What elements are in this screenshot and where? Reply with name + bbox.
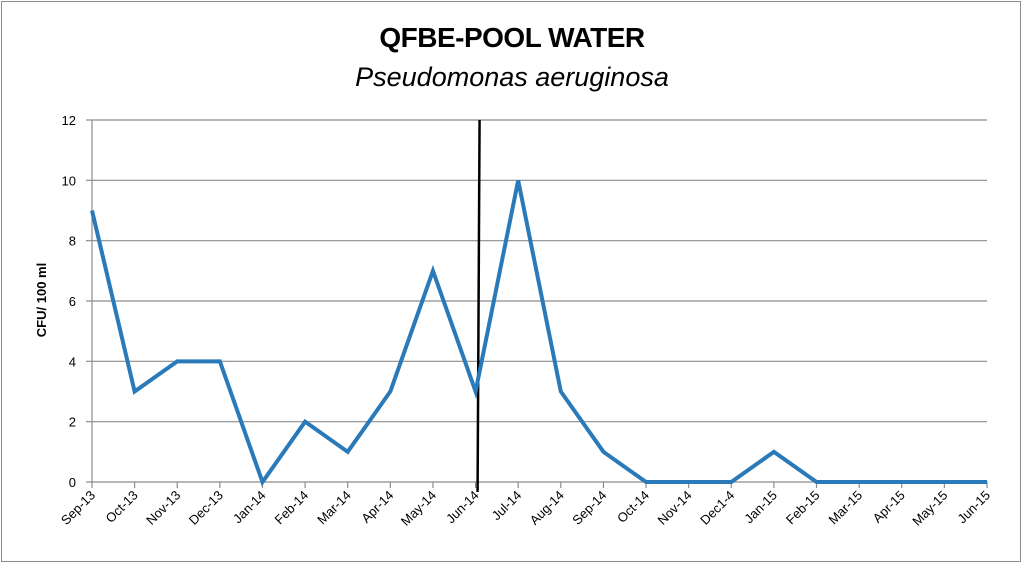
- data-point: [219, 360, 221, 362]
- data-point: [816, 481, 818, 483]
- y-tick-label: 8: [69, 234, 76, 249]
- data-point: [475, 391, 477, 392]
- y-tick-label: 12: [62, 113, 76, 128]
- data-point: [943, 481, 945, 483]
- x-tick-label: Mar-15: [826, 488, 866, 528]
- x-tick-label: Oct-14: [614, 488, 652, 526]
- x-tick-label: Sep-14: [569, 488, 609, 528]
- y-tick-label: 10: [62, 173, 76, 188]
- chart-subtitle: Pseudomonas aeruginosa: [355, 62, 669, 92]
- y-tick-label: 6: [69, 294, 76, 309]
- y-axis-label: CFU/ 100 ml: [34, 263, 49, 337]
- data-point: [304, 421, 306, 423]
- data-point: [347, 451, 349, 453]
- x-tick-label: Feb-15: [783, 488, 823, 528]
- data-point: [560, 391, 562, 392]
- x-tick-label: Jan-15: [741, 488, 780, 527]
- x-tick-label: Feb-14: [271, 488, 311, 528]
- x-tick-label: Sep-13: [58, 488, 98, 528]
- chart-title: QFBE-POOL WATER: [379, 22, 645, 53]
- y-tick-label: 2: [69, 415, 76, 430]
- data-point: [176, 360, 178, 362]
- data-point: [602, 451, 604, 453]
- x-tick-label: Nov-14: [655, 488, 695, 528]
- data-point: [134, 391, 136, 392]
- marker-line: [476, 119, 481, 493]
- data-point: [432, 270, 434, 272]
- data-point: [773, 451, 775, 453]
- x-tick-label: May-14: [398, 488, 439, 529]
- data-point: [858, 481, 860, 483]
- data-point: [517, 179, 519, 181]
- x-tick-label: Apr-14: [358, 488, 396, 526]
- x-tick-label: May-15: [909, 488, 950, 529]
- series-line: [90, 179, 987, 487]
- x-tick-label: Oct-13: [103, 488, 141, 526]
- x-tick-label: Jun-15: [954, 488, 993, 527]
- x-tick-label: Mar-14: [314, 488, 354, 528]
- x-tick-label: Jun-14: [443, 488, 482, 527]
- x-tick-label: Apr-15: [870, 488, 908, 526]
- x-tick-label: Aug-14: [527, 488, 567, 528]
- y-tick-label: 0: [69, 475, 76, 490]
- data-point: [91, 210, 93, 211]
- x-tick-label: Nov-13: [143, 488, 183, 528]
- data-point: [901, 481, 903, 483]
- data-point: [730, 481, 732, 483]
- data-point: [645, 481, 647, 483]
- data-point: [261, 481, 263, 483]
- data-point: [688, 481, 690, 483]
- y-tick-label: 4: [69, 354, 76, 369]
- x-tick-label: Dec-13: [186, 488, 226, 528]
- x-tick-label: Jul-14: [489, 488, 525, 524]
- data-point: [389, 391, 391, 392]
- x-tick-label: Jan-14: [230, 488, 269, 527]
- data-point: [986, 481, 988, 483]
- x-tick-label: Dec1-4: [697, 488, 737, 528]
